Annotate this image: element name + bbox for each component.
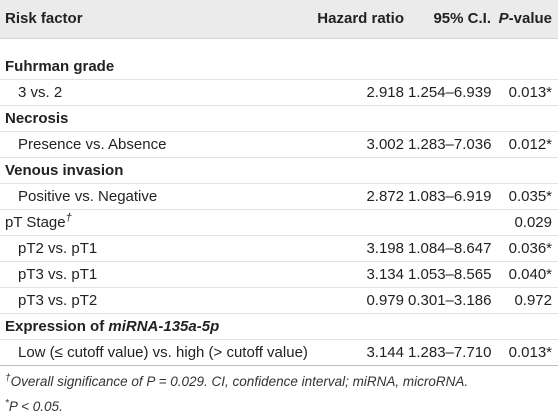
header-confidence-interval: 95% C.I.	[408, 0, 496, 39]
row-label: pT2 vs. pT1	[0, 235, 314, 262]
risk-factor-table: Risk factor Hazard ratio 95% C.I. P-valu…	[0, 0, 558, 366]
ci-cell: 1.283–7.710	[408, 339, 496, 366]
row-label: 3 vs. 2	[0, 79, 314, 106]
table-row: Expression of miRNA-135a-5p	[0, 313, 558, 340]
hazard-ratio-cell: 0.979	[314, 287, 408, 314]
hazard-ratio-cell: 2.872	[314, 183, 408, 210]
row-label: Low (≤ cutoff value) vs. high (> cutoff …	[0, 339, 314, 366]
hazard-ratio-cell: 3.002	[314, 131, 408, 158]
table-row: Venous invasion	[0, 157, 558, 184]
group-label-venous-invasion: Venous invasion	[0, 157, 314, 184]
header-row: Risk factor Hazard ratio 95% C.I. P-valu…	[0, 0, 558, 39]
header-p-rest: -value	[508, 10, 552, 28]
hazard-ratio-cell: 3.134	[314, 261, 408, 288]
spacer-row	[0, 38, 558, 54]
row-label: pT3 vs. pT2	[0, 287, 314, 314]
table-row: pT3 vs. pT2 0.979 0.301–3.186 0.972	[0, 287, 558, 314]
p-value-cell: 0.040*	[496, 261, 558, 288]
hazard-ratio-cell: 2.918	[314, 79, 408, 106]
table-row: Fuhrman grade	[0, 53, 558, 80]
table-row: Positive vs. Negative 2.872 1.083–6.919 …	[0, 183, 558, 210]
p-value-cell: 0.029	[496, 209, 558, 236]
table-row: pT3 vs. pT1 3.134 1.053–8.565 0.040*	[0, 261, 558, 288]
footnote-dagger: †Overall significance of P = 0.029. CI, …	[5, 369, 555, 394]
ci-cell: 1.084–8.647	[408, 235, 496, 262]
ci-cell: 1.053–8.565	[408, 261, 496, 288]
table-row: Presence vs. Absence 3.002 1.283–7.036 0…	[0, 131, 558, 158]
table-header: Risk factor Hazard ratio 95% C.I. P-valu…	[0, 0, 558, 39]
p-value-cell: 0.013*	[496, 339, 558, 366]
footnote-text: Overall significance of P = 0.029. CI, c…	[10, 374, 469, 389]
pt-stage-label: pT Stage	[5, 213, 66, 231]
footnote-asterisk: *P < 0.05.	[5, 394, 555, 419]
header-hazard-ratio: Hazard ratio	[314, 0, 408, 39]
ci-cell: 1.083–6.919	[408, 183, 496, 210]
row-label: Positive vs. Negative	[0, 183, 314, 210]
table-body: Fuhrman grade 3 vs. 2 2.918 1.254–6.939 …	[0, 38, 558, 366]
table-row: Necrosis	[0, 105, 558, 132]
table-row: pT2 vs. pT1 3.198 1.084–8.647 0.036*	[0, 235, 558, 262]
ci-cell: 0.301–3.186	[408, 287, 496, 314]
footnote-marker: †	[5, 373, 11, 384]
hazard-ratio-cell: 3.144	[314, 339, 408, 366]
p-value-cell: 0.972	[496, 287, 558, 314]
row-label-pt-stage: pT Stage†	[0, 209, 314, 236]
table-row: Low (≤ cutoff value) vs. high (> cutoff …	[0, 339, 558, 366]
header-risk-factor: Risk factor	[0, 0, 314, 39]
p-value-cell: 0.035*	[496, 183, 558, 210]
group-label-mirna-expression: Expression of miRNA-135a-5p	[0, 313, 314, 340]
p-value-cell: 0.012*	[496, 131, 558, 158]
dagger-marker: †	[65, 211, 72, 224]
ci-cell: 1.254–6.939	[408, 79, 496, 106]
footnote-marker: *	[5, 398, 9, 409]
table-row: pT Stage† 0.029	[0, 209, 558, 236]
group-label-necrosis: Necrosis	[0, 105, 314, 132]
p-value-cell: 0.036*	[496, 235, 558, 262]
table-row: 3 vs. 2 2.918 1.254–6.939 0.013*	[0, 79, 558, 106]
table-footnotes: †Overall significance of P = 0.029. CI, …	[5, 369, 555, 419]
p-value-cell: 0.013*	[496, 79, 558, 106]
footnote-text: P < 0.05.	[8, 399, 63, 414]
ci-cell: 1.283–7.036	[408, 131, 496, 158]
hazard-ratio-cell: 3.198	[314, 235, 408, 262]
header-p-value: P-value	[496, 0, 558, 39]
row-label: Presence vs. Absence	[0, 131, 314, 158]
expression-label: Expression of	[5, 317, 109, 335]
header-p-letter: P	[498, 10, 509, 28]
group-label-fuhrman-grade: Fuhrman grade	[0, 53, 314, 80]
row-label: pT3 vs. pT1	[0, 261, 314, 288]
mirna-name: miRNA-135a-5p	[108, 317, 220, 335]
